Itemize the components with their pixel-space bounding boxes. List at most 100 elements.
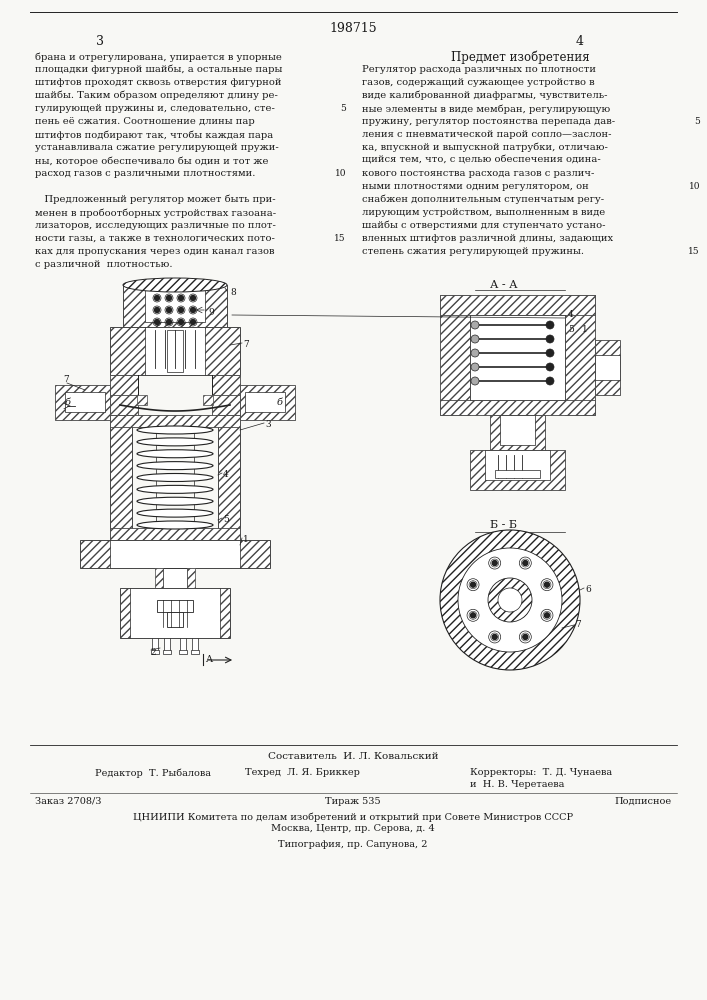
Text: ления с пневматической парой сопло—заслон-: ления с пневматической парой сопло—засло…	[362, 130, 612, 139]
Text: 198715: 198715	[329, 22, 377, 35]
Bar	[440, 295, 470, 415]
Text: ные элементы в виде мембран, регулирующую: ные элементы в виде мембран, регулирующу…	[362, 104, 610, 113]
Circle shape	[178, 308, 184, 312]
Bar	[163, 650, 171, 654]
Bar	[595, 355, 620, 380]
Circle shape	[522, 561, 528, 566]
Bar	[152, 638, 158, 652]
Text: 4: 4	[568, 310, 574, 319]
Text: 3: 3	[265, 420, 271, 429]
Text: с различной  плотностью.: с различной плотностью.	[35, 260, 173, 269]
Text: ны, которое обеспечивало бы один и тот же: ны, которое обеспечивало бы один и тот ж…	[35, 156, 269, 165]
Ellipse shape	[137, 438, 213, 446]
Bar	[191, 650, 199, 654]
Text: 5: 5	[568, 325, 574, 334]
Text: ности газы, а также в технологических пото-: ности газы, а также в технологических по…	[35, 234, 275, 243]
Circle shape	[167, 308, 172, 312]
Text: Типография, пр. Сапунова, 2: Типография, пр. Сапунова, 2	[279, 840, 428, 849]
Bar	[212, 395, 240, 417]
Bar	[110, 395, 138, 417]
Circle shape	[190, 308, 196, 312]
Bar	[485, 450, 550, 480]
Text: снабжен дополнительным ступенчатым регу-: снабжен дополнительным ступенчатым регу-	[362, 195, 604, 205]
Text: лизаторов, исследующих различные по плот-: лизаторов, исследующих различные по плот…	[35, 221, 276, 230]
Bar	[192, 638, 198, 652]
Text: Предмет изобретения: Предмет изобретения	[450, 50, 590, 64]
Ellipse shape	[137, 521, 213, 529]
Bar	[110, 375, 138, 400]
Circle shape	[489, 557, 501, 569]
Text: 10: 10	[334, 169, 346, 178]
Circle shape	[178, 296, 184, 300]
Bar	[145, 327, 205, 375]
Circle shape	[155, 320, 160, 324]
Text: степень сжатия регулирующей пружины.: степень сжатия регулирующей пружины.	[362, 247, 584, 256]
Text: 4: 4	[223, 470, 229, 479]
Bar	[203, 395, 213, 405]
Ellipse shape	[137, 450, 213, 458]
Text: Регулятор расхода различных по плотности: Регулятор расхода различных по плотности	[362, 65, 596, 74]
Circle shape	[471, 349, 479, 357]
Bar	[120, 588, 230, 638]
Bar	[490, 415, 545, 460]
Bar	[80, 540, 270, 568]
Ellipse shape	[137, 497, 213, 505]
Bar	[495, 470, 540, 478]
Circle shape	[467, 609, 479, 621]
Bar	[164, 638, 170, 652]
Text: и  Н. В. Черетаева: и Н. В. Черетаева	[470, 780, 564, 789]
Circle shape	[489, 631, 501, 643]
Circle shape	[498, 588, 522, 612]
Circle shape	[544, 613, 549, 618]
Circle shape	[155, 296, 160, 300]
Bar	[470, 315, 565, 400]
Bar	[137, 395, 147, 405]
Ellipse shape	[137, 462, 213, 470]
Text: площадки фигурной шайбы, а остальные пары: площадки фигурной шайбы, а остальные пар…	[35, 65, 282, 75]
Circle shape	[522, 634, 528, 639]
Circle shape	[167, 296, 172, 300]
Text: штифтов подбирают так, чтобы каждая пара: штифтов подбирают так, чтобы каждая пара	[35, 130, 273, 139]
Bar	[440, 295, 595, 315]
Bar	[110, 540, 240, 568]
Text: Предложенный регулятор может быть при-: Предложенный регулятор может быть при-	[35, 195, 276, 205]
Bar	[470, 450, 565, 490]
Bar	[245, 392, 285, 412]
Text: 15: 15	[334, 234, 346, 243]
Circle shape	[155, 308, 160, 312]
Text: 2: 2	[150, 648, 156, 657]
Circle shape	[544, 582, 549, 587]
Text: Составитель  И. Л. Ковальский: Составитель И. Л. Ковальский	[268, 752, 438, 761]
Text: пень её сжатия. Соотношение длины пар: пень её сжатия. Соотношение длины пар	[35, 117, 255, 126]
Text: пружину, регулятор постоянства перепада дав-: пружину, регулятор постоянства перепада …	[362, 117, 615, 126]
Text: б: б	[65, 398, 71, 407]
Text: 8: 8	[230, 288, 235, 297]
Circle shape	[471, 363, 479, 371]
Bar	[212, 375, 240, 400]
Ellipse shape	[137, 509, 213, 517]
Text: менен в пробоотборных устройствах газоана-: менен в пробоотборных устройствах газоан…	[35, 208, 276, 218]
Bar	[179, 650, 187, 654]
Circle shape	[471, 613, 476, 618]
Circle shape	[471, 377, 479, 385]
Bar	[110, 415, 132, 540]
Text: 6: 6	[585, 585, 591, 594]
Circle shape	[546, 377, 554, 385]
Ellipse shape	[137, 426, 213, 434]
Text: 7: 7	[63, 375, 69, 384]
Bar	[110, 415, 240, 427]
Circle shape	[440, 530, 580, 670]
Circle shape	[546, 321, 554, 329]
Bar	[123, 285, 227, 327]
Text: 7: 7	[575, 620, 580, 629]
Bar	[157, 600, 193, 612]
Text: вленных штифтов различной длины, задающих: вленных штифтов различной длины, задающи…	[362, 234, 613, 243]
Circle shape	[492, 634, 497, 639]
Text: ка, впускной и выпускной патрубки, отличаю-: ка, впускной и выпускной патрубки, отлич…	[362, 143, 608, 152]
Text: 3: 3	[96, 35, 104, 48]
Text: 5: 5	[694, 117, 700, 126]
Circle shape	[546, 363, 554, 371]
Circle shape	[492, 561, 497, 566]
Ellipse shape	[137, 474, 213, 482]
Bar	[163, 568, 187, 588]
